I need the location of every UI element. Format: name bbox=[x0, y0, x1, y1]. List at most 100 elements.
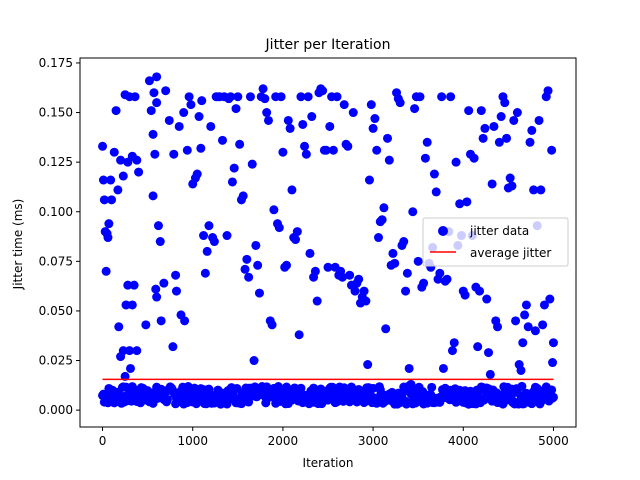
jitter-data-point bbox=[348, 108, 358, 118]
jitter-data-point bbox=[469, 153, 479, 163]
jitter-data-point bbox=[229, 163, 239, 173]
jitter-data-point bbox=[478, 133, 488, 143]
jitter-data-point bbox=[274, 223, 284, 233]
jitter-data-point bbox=[374, 233, 383, 243]
jitter-data-point bbox=[184, 92, 194, 102]
jitter-data-point bbox=[361, 296, 371, 306]
jitter-data-point bbox=[536, 185, 546, 195]
jitter-data-point bbox=[150, 149, 160, 159]
jitter-data-point bbox=[152, 98, 162, 108]
axes: 0 1000 2000 3000 4000 5000 0.000 0.025 0.050 0.07… bbox=[39, 56, 577, 448]
jitter-data-point bbox=[168, 342, 178, 352]
jitter-data-point bbox=[103, 233, 113, 243]
y-tick-label: 0.175 bbox=[39, 56, 73, 70]
y-tick-label: 0.150 bbox=[39, 106, 73, 120]
jitter-data-point bbox=[399, 237, 409, 247]
jitter-data-point bbox=[276, 92, 286, 102]
jitter-data-point bbox=[449, 338, 459, 348]
jitter-data-point bbox=[431, 187, 441, 197]
jitter-data-point bbox=[312, 296, 322, 306]
jitter-data-point bbox=[516, 365, 526, 375]
jitter-data-point bbox=[196, 143, 206, 153]
y-tick-label: 0.125 bbox=[39, 155, 73, 169]
jitter-data-point bbox=[487, 179, 497, 189]
jitter-data-point bbox=[543, 86, 553, 96]
jitter-data-point bbox=[496, 112, 506, 122]
jitter-data-point bbox=[307, 112, 317, 122]
jitter-data-point bbox=[260, 94, 270, 104]
jitter-data-point bbox=[437, 92, 447, 102]
jitter-data-point bbox=[300, 141, 310, 151]
jitter-data-point bbox=[402, 268, 412, 278]
y-axis-label: Jitter time (ms) bbox=[11, 199, 25, 291]
jitter-data-point bbox=[179, 108, 189, 118]
jitter-data-point bbox=[287, 185, 297, 195]
jitter-data-point bbox=[476, 106, 486, 116]
jitter-data-point bbox=[231, 104, 241, 114]
jitter-data-point bbox=[130, 92, 140, 102]
jitter-data-point bbox=[410, 104, 420, 114]
jitter-data-point bbox=[339, 100, 349, 110]
jitter-data-point bbox=[538, 320, 548, 330]
jitter-data-point bbox=[482, 294, 492, 304]
jitter-data-point bbox=[146, 106, 156, 116]
jitter-data-point bbox=[438, 363, 448, 373]
jitter-data-point bbox=[364, 175, 374, 185]
jitter-data-point bbox=[381, 324, 391, 334]
jitter-data-point bbox=[359, 286, 369, 296]
jitter-data-point bbox=[512, 108, 522, 118]
y-tick-label: 0.075 bbox=[39, 254, 73, 268]
x-axis-label: Iteration bbox=[303, 456, 354, 470]
jitter-data-point bbox=[366, 100, 376, 110]
jitter-data-point bbox=[182, 145, 192, 155]
jitter-data-point bbox=[292, 227, 302, 237]
jitter-data-point bbox=[235, 139, 245, 149]
jitter-data-point bbox=[197, 96, 207, 106]
jitter-data-point bbox=[480, 123, 490, 133]
jitter-data-point bbox=[363, 360, 373, 370]
baseline-cluster bbox=[98, 381, 558, 409]
jitter-data-point bbox=[502, 133, 512, 143]
jitter-data-point bbox=[548, 358, 558, 368]
jitter-data-point bbox=[134, 167, 144, 177]
x-tick-label: 3000 bbox=[358, 434, 389, 448]
jitter-data-point bbox=[318, 86, 328, 96]
chart-title: Jitter per Iteration bbox=[265, 37, 391, 53]
jitter-data-point bbox=[534, 115, 544, 125]
jitter-data-point bbox=[123, 280, 133, 290]
jitter-data-point bbox=[525, 137, 535, 147]
jitter-data-point bbox=[127, 300, 137, 310]
jitter-data-point bbox=[321, 145, 331, 155]
legend-label-average-jitter: average jitter bbox=[470, 246, 551, 260]
jitter-data-point bbox=[383, 133, 393, 143]
jitter-data-point bbox=[511, 316, 521, 326]
x-tick-label: 4000 bbox=[448, 434, 479, 448]
jitter-data-point bbox=[419, 278, 429, 288]
jitter-data-point bbox=[251, 240, 261, 250]
jitter-data-point bbox=[485, 369, 495, 379]
jitter-data-point bbox=[107, 195, 117, 205]
jitter-data-point bbox=[305, 248, 315, 258]
jitter-data-point bbox=[377, 215, 387, 225]
jitter-data-point bbox=[379, 203, 389, 213]
jitter-data-point bbox=[217, 135, 227, 145]
jitter-data-point bbox=[278, 147, 288, 157]
jitter-data-point bbox=[323, 262, 333, 272]
jitter-data-point bbox=[258, 84, 268, 94]
jitter-data-point bbox=[332, 92, 342, 102]
x-tick-label: 0 bbox=[99, 434, 107, 448]
jitter-data-point bbox=[151, 284, 161, 294]
jitter-data-point bbox=[521, 300, 531, 310]
jitter-data-point bbox=[447, 346, 457, 356]
jitter-data-point bbox=[194, 112, 204, 122]
baseline-point bbox=[401, 399, 411, 409]
jitter-data-point bbox=[545, 294, 555, 304]
jitter-data-point bbox=[156, 316, 166, 326]
jitter-data-point bbox=[262, 108, 272, 118]
jitter-data-point bbox=[493, 322, 503, 332]
jitter-data-point bbox=[350, 286, 360, 296]
jitter-data-point bbox=[149, 88, 159, 98]
jitter-data-point bbox=[529, 185, 539, 195]
jitter-data-point bbox=[523, 322, 533, 332]
legend-marker-jitter-data bbox=[438, 226, 448, 236]
